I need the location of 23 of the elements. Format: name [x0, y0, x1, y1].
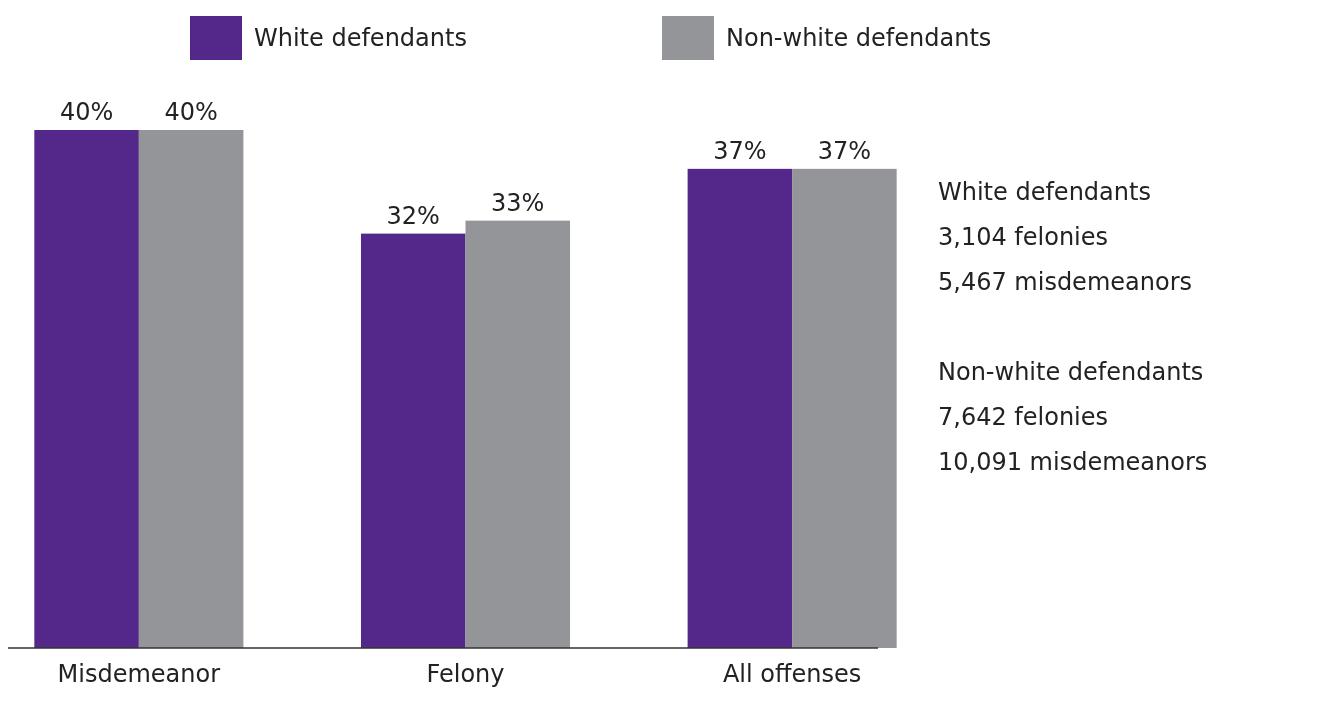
text: 3,104 felonies [938, 223, 1109, 251]
legend-label: Non-white defendants [726, 24, 992, 52]
text: 7,642 felonies [938, 403, 1109, 431]
x-tick-label: All offenses [722, 660, 862, 688]
data-label: 33% [491, 188, 545, 217]
x-tick-label: Felony [426, 660, 505, 688]
legend-label: White defendants [254, 24, 467, 52]
text: 10,091 misdemeanors [938, 448, 1208, 476]
x-tick-label: Misdemeanor [57, 660, 221, 688]
bar [792, 168, 897, 648]
data-label: 37% [817, 136, 872, 165]
bar [465, 220, 571, 648]
data-label: 40% [164, 98, 218, 126]
data-label: 40% [59, 98, 114, 126]
data-label: 32% [386, 201, 440, 230]
bar [34, 130, 139, 648]
bar [687, 168, 793, 648]
text: White defendants [938, 178, 1151, 206]
bar [138, 130, 244, 648]
bar [360, 233, 466, 648]
text: Non-white defendants [938, 358, 1204, 386]
data-label: 37% [713, 136, 767, 165]
text: 5,467 misdemeanors [938, 268, 1193, 296]
